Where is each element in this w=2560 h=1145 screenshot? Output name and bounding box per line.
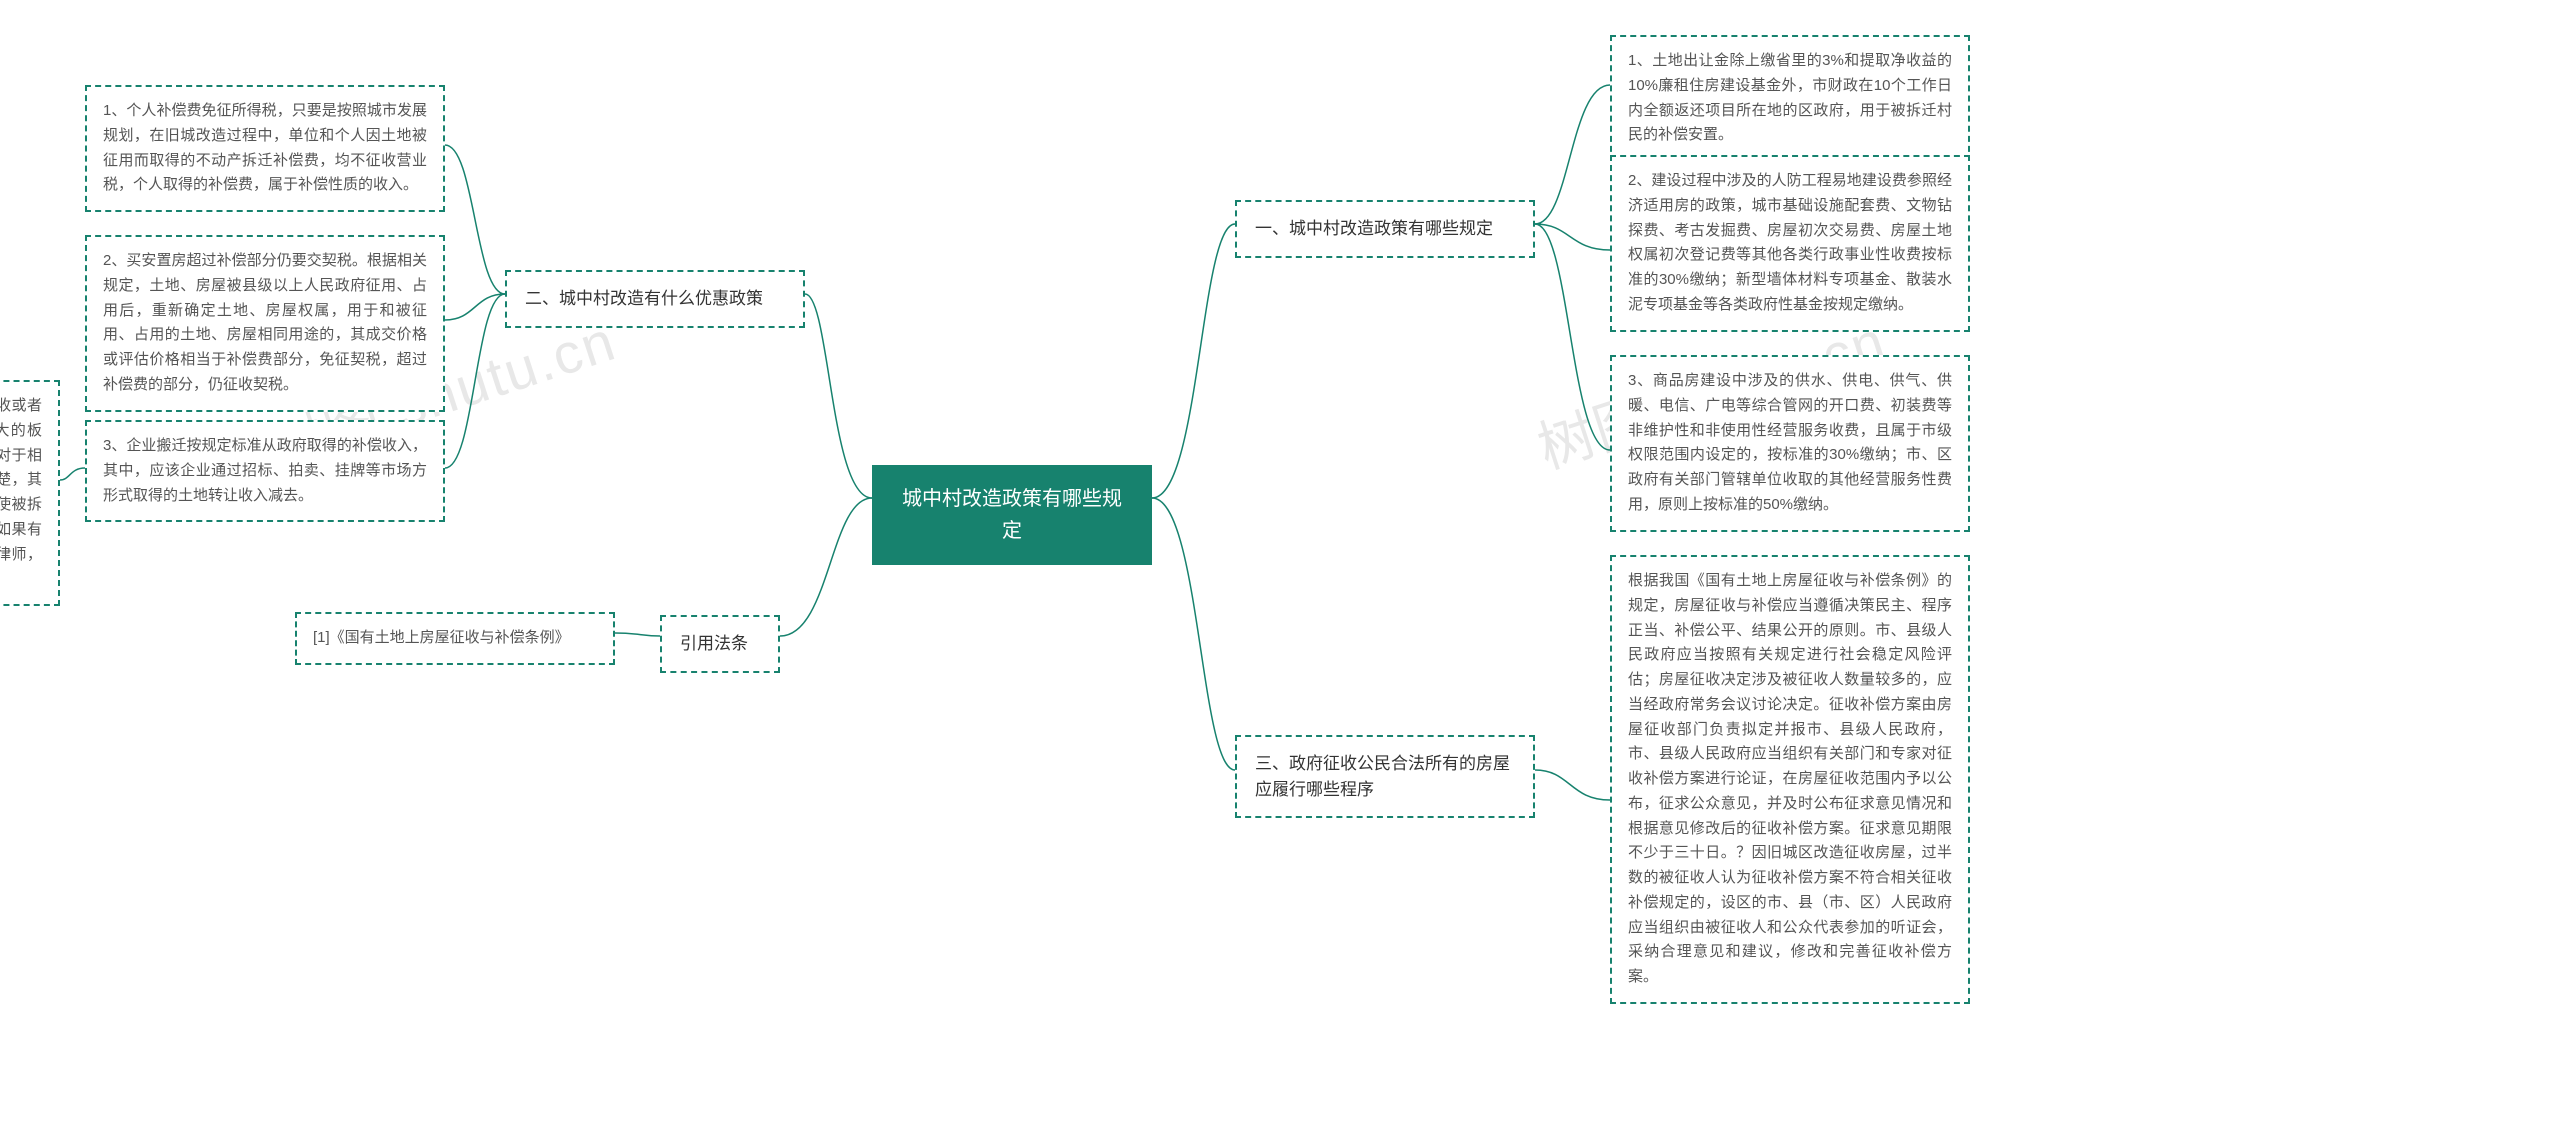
leaf-ref-1: [1]《国有土地上房屋征收与补偿条例》	[295, 612, 615, 665]
root-node: 城中村改造政策有哪些规定	[872, 465, 1152, 565]
leaf-l1-1: 1、个人补偿费免征所得税，只要是按照城市发展规划，在旧城改造过程中，单位和个人因…	[85, 85, 445, 212]
leaf-r1-3: 3、商品房建设中涉及的供水、供电、供气、供暖、电信、广电等综合管网的开口费、初装…	[1610, 355, 1970, 532]
branch-section-2: 二、城中村改造有什么优惠政策	[505, 270, 805, 328]
branch-references: 引用法条	[660, 615, 780, 673]
leaf-r1-1: 1、土地出让金除上缴省里的3%和提取净收益的10%廉租住房建设基金外，市财政在1…	[1610, 35, 1970, 162]
leaf-r1-2: 2、建设过程中涉及的人防工程易地建设费参照经济适用房的政策，城市基础设施配套费、…	[1610, 155, 1970, 332]
branch-section-3: 三、政府征收公民合法所有的房屋应履行哪些程序	[1235, 735, 1535, 818]
leaf-l1-3-sub: 很多住在城中村住户在自己的居所地被征收或者拆迁的过程中，只知道纠结于一些比较大的…	[0, 380, 60, 606]
branch-section-1: 一、城中村改造政策有哪些规定	[1235, 200, 1535, 258]
leaf-l1-2: 2、买安置房超过补偿部分仍要交契税。根据相关规定，土地、房屋被县级以上人民政府征…	[85, 235, 445, 412]
leaf-r2-1: 根据我国《国有土地上房屋征收与补偿条例》的规定，房屋征收与补偿应当遵循决策民主、…	[1610, 555, 1970, 1004]
leaf-l1-3: 3、企业搬迁按规定标准从政府取得的补偿收入，其中，应该企业通过招标、拍卖、挂牌等…	[85, 420, 445, 522]
